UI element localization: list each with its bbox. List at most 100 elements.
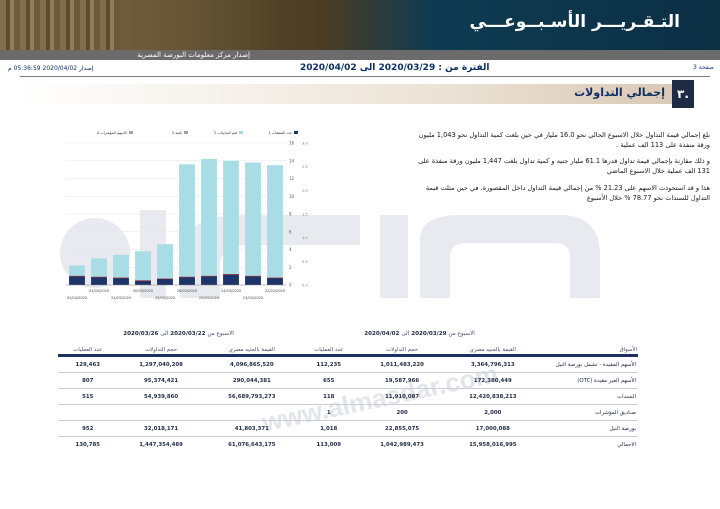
bar-deals-count <box>157 278 173 285</box>
y-tick-secondary: 1.5 <box>302 213 308 217</box>
period-to: 2020/04/02 <box>300 63 357 73</box>
total-cell: 1,447,354,489 <box>117 436 205 452</box>
total-cell: 113,009 <box>299 436 359 452</box>
bar-trading-value <box>223 160 239 285</box>
table-cell: 4,096,865,520 <box>204 357 300 373</box>
table-cell: 11,910,087 <box>358 388 446 405</box>
total-cell: 1,042,989,473 <box>358 436 446 452</box>
legend-label: الأسهم المؤشرات 4 <box>97 130 127 135</box>
total-label: الاجمالي <box>540 436 638 452</box>
y-tick-secondary: 3.0 <box>302 142 308 146</box>
column-header: عدد العمليات <box>73 347 103 353</box>
y-tick-right: 10 <box>289 194 295 199</box>
legend-swatch <box>129 131 133 134</box>
table-cell: 2,000 <box>445 404 540 421</box>
x-tick-label: 30/03/2020 <box>133 289 153 293</box>
trading-summary-table: الاسبوع من 2020/03/29 الى 2020/04/02 الا… <box>58 322 638 452</box>
bar-trading-value <box>179 164 195 285</box>
section-title-bar <box>20 84 690 104</box>
table-cell: 112,235 <box>299 357 359 373</box>
table-cell: 1,011,483,220 <box>358 357 446 373</box>
paragraph-summary-previous: و ذلك مقارنة بإجمالي قيمة تداول قدرها 61… <box>418 157 710 175</box>
x-tick-label: 01/04/2020 <box>89 289 109 293</box>
table-cell: 3,364,796,313 <box>445 357 540 373</box>
table-total-row: الاجمالي 15,958,016,995 1,042,989,473 113,0… <box>58 436 638 452</box>
table-row: الأسهم المقيدة - تشمل بورصة النيل 3,364,7… <box>58 357 638 373</box>
column-header: حجم التداولات <box>386 347 419 353</box>
x-tick-label: 23/03/2020 <box>243 296 263 300</box>
bar-deals-count <box>201 276 217 285</box>
table-cell: 655 <box>299 372 359 389</box>
y-tick-right: 16 <box>289 141 295 146</box>
table-cell: 515 <box>58 388 118 405</box>
paragraph-share: هذا و قد استحوذت الاسهم على 21.23 % من إ… <box>425 184 710 202</box>
issue-timestamp: إصدار 2020/04/02 05:36:59 م <box>8 65 94 72</box>
trading-floor-photo <box>0 0 120 50</box>
report-period: الفترة من : 2020/03/29 الى 2020/04/02 <box>300 63 489 73</box>
y-tick-secondary: 0.0 <box>302 284 308 288</box>
table-cell: 807 <box>58 372 118 389</box>
section-number: ٣. <box>672 80 694 108</box>
total-cell: 15,958,016,995 <box>445 436 540 452</box>
row-label: بورصة النيل <box>540 420 638 437</box>
total-cell: 61,076,643,175 <box>204 436 300 452</box>
table-cell <box>117 404 205 421</box>
table-cell: 54,939,860 <box>117 388 205 405</box>
bar-trading-value <box>201 158 217 285</box>
table-cell: 32,018,171 <box>117 420 205 437</box>
table-cell: 200 <box>358 404 446 421</box>
row-label: صناديق المؤشرات <box>540 404 638 421</box>
legend-swatch <box>294 131 298 134</box>
banner-gradient <box>120 0 280 50</box>
y-tick-right: 2 <box>289 265 292 270</box>
bar-deals-count <box>113 277 129 285</box>
trading-chart: عدد الصفقات 1 قيم التداولات 2 كمية 3 الأسهم… <box>66 130 308 300</box>
issued-value: 2020/04/02 05:36:59 م <box>8 65 78 72</box>
period-to-label: الى <box>359 63 376 73</box>
x-tick-label: 22/03/2020 <box>265 289 285 293</box>
table-row: الأسهم الغير مقيدة (OTC) 172,380,449 19,58… <box>58 372 638 389</box>
y-tick-right: 14 <box>289 158 295 163</box>
y-tick-secondary: 2.0 <box>302 189 308 193</box>
total-cell: 130,785 <box>58 436 118 452</box>
bar-deals-count <box>223 274 239 285</box>
bar-deals-count <box>245 276 261 285</box>
period-label: الفترة من : <box>438 63 490 73</box>
table-cell: 129,463 <box>58 357 118 373</box>
table-cell: 1,018 <box>299 420 359 437</box>
table-cell: 118 <box>299 388 359 405</box>
bar-trading-value <box>245 162 261 285</box>
table-row: صناديق المؤشرات 2,000 200 1 <box>58 404 638 421</box>
x-tick-label: 02/04/2020 <box>67 296 87 300</box>
column-header: حجم التداولات <box>145 347 178 353</box>
header-subtitle-bar <box>0 50 720 60</box>
y-tick-right: 4 <box>289 247 292 252</box>
bar-trading-value <box>135 251 151 285</box>
legend-label: قيم التداولات 2 <box>214 131 237 135</box>
table-cell <box>204 404 300 421</box>
bar-trading-value <box>113 254 129 285</box>
table-cell: 17,000,088 <box>445 420 540 437</box>
y-tick-secondary: 0.5 <box>302 260 308 264</box>
x-tick-label: 31/03/2020 <box>111 296 131 300</box>
header-subtitle: إصدار مركز معلومات البورصة المصرية <box>137 51 250 59</box>
bar-trading-value <box>157 244 173 285</box>
legend-swatch <box>239 131 243 134</box>
paragraph-summary-current: بلغ إجمالي قيمة التداول خلال الاسبوع الح… <box>418 131 710 149</box>
table-row: السندات 12,420,838,213 11,910,087 118 56,689… <box>58 388 638 405</box>
header-rule <box>58 354 638 357</box>
legend-label: عدد الصفقات 1 <box>268 131 292 135</box>
table-row: بورصة النيل 17,000,088 22,855,075 1,018 41,8… <box>58 420 638 437</box>
table-cell: 41,803,371 <box>204 420 300 437</box>
divider <box>20 76 710 77</box>
table-cell: 19,587,966 <box>358 372 446 389</box>
row-label: الأسهم الغير مقيدة (OTC) <box>540 372 638 389</box>
table-corner <box>540 322 638 338</box>
bar-deals-count <box>91 277 107 285</box>
table-cell: 290,044,381 <box>204 372 300 389</box>
table-cell: 952 <box>58 420 118 437</box>
table-cell: 12,420,838,213 <box>445 388 540 405</box>
y-tick-secondary: 1.0 <box>302 236 308 240</box>
report-title: التـقـريـــر الأسـبــوعـــي <box>469 12 680 32</box>
report-header-banner: التـقـريـــر الأسـبــوعـــي <box>0 0 720 50</box>
